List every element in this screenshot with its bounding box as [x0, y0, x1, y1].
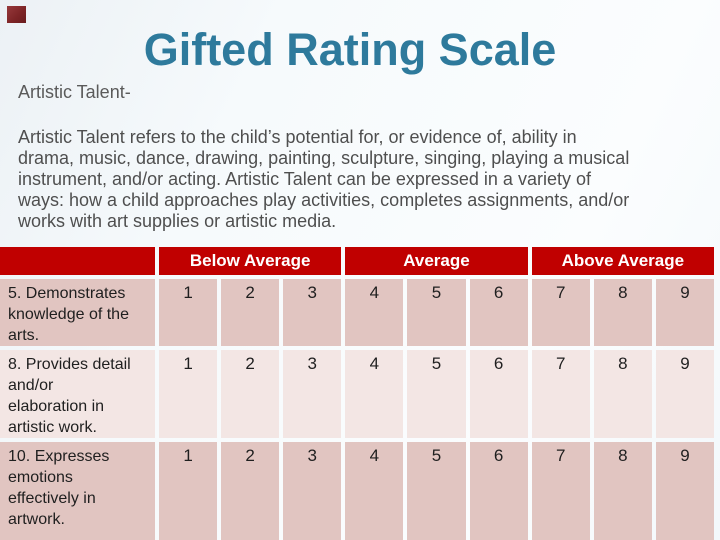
rating-value-cell: 1 — [159, 279, 218, 346]
rating-value-cell: 3 — [283, 442, 342, 540]
description-paragraph: Artistic Talent refers to the child’s po… — [18, 127, 630, 231]
rating-scale-table: Below Average Average Above Average 5. D… — [0, 247, 714, 540]
corner-accent-square — [7, 6, 26, 23]
subtitle-artistic-talent: Artistic Talent- — [18, 82, 131, 102]
rating-value-cell: 8 — [593, 442, 652, 540]
rating-value-cell: 1 — [159, 442, 218, 540]
table-header-average: Average — [345, 247, 528, 275]
rating-value-cell: 9 — [655, 442, 714, 540]
rating-value-cell: 4 — [345, 279, 404, 346]
rating-value-cell: 2 — [221, 442, 280, 540]
rating-value-cell: 4 — [345, 350, 404, 438]
rating-value-cell: 5 — [407, 442, 466, 540]
rating-value-cell: 8 — [593, 279, 652, 346]
rating-value-cell: 9 — [655, 350, 714, 438]
rating-value-cell: 7 — [531, 442, 590, 540]
rating-value-cell: 4 — [345, 442, 404, 540]
criterion-cell-item-10: 10. Expresses emotions effectively in ar… — [0, 442, 155, 540]
table-header-below-average: Below Average — [159, 247, 342, 275]
table-header-spacer — [0, 247, 155, 275]
rating-value-cell: 6 — [469, 350, 528, 438]
table-header-above-average: Above Average — [531, 247, 714, 275]
rating-value-cell: 8 — [593, 350, 652, 438]
slide-title: Gifted Rating Scale — [143, 24, 557, 75]
rating-value-cell: 6 — [469, 279, 528, 346]
rating-value-cell: 1 — [159, 350, 218, 438]
rating-value-cell: 3 — [283, 279, 342, 346]
criterion-cell-item-8: 8. Provides detail and/or elaboration in… — [0, 350, 155, 438]
rating-value-cell: 5 — [407, 350, 466, 438]
rating-value-cell: 2 — [221, 279, 280, 346]
rating-value-cell: 3 — [283, 350, 342, 438]
criterion-cell-item-5: 5. Demonstrates knowledge of the arts. — [0, 279, 155, 346]
rating-value-cell: 6 — [469, 442, 528, 540]
rating-value-cell: 2 — [221, 350, 280, 438]
rating-value-cell: 5 — [407, 279, 466, 346]
rating-value-cell: 7 — [531, 279, 590, 346]
rating-value-cell: 9 — [655, 279, 714, 346]
rating-value-cell: 7 — [531, 350, 590, 438]
